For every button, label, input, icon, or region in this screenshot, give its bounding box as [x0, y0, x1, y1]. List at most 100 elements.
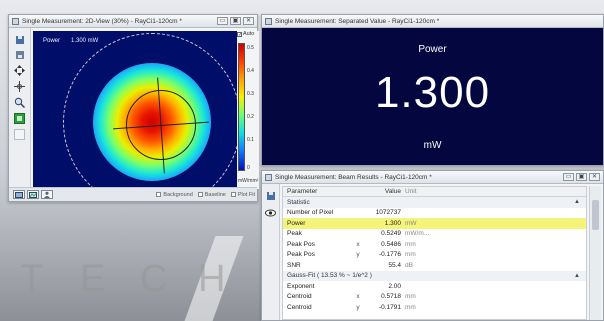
- baseline-checkbox[interactable]: Baseline: [197, 192, 226, 198]
- row-value: 1.300: [384, 219, 401, 227]
- table-row-highlighted[interactable]: Power 1.300 mW: [283, 218, 586, 229]
- save-as-icon[interactable]: [13, 48, 26, 61]
- row-unit: mm: [405, 293, 416, 301]
- row-param: Peak: [287, 230, 302, 238]
- collapse-icon[interactable]: ▲: [574, 272, 580, 279]
- eye-icon[interactable]: [264, 206, 277, 219]
- row-unit: mm: [405, 251, 416, 259]
- watermark-letter: T: [20, 258, 46, 300]
- column-header-value[interactable]: Value: [384, 188, 401, 195]
- titlebar[interactable]: Single Measurement: Beam Results - RayCi…: [262, 171, 603, 184]
- row-unit: dB: [405, 261, 413, 269]
- row-sub: y: [356, 303, 360, 311]
- maximize-button[interactable]: ▣: [576, 173, 587, 181]
- watermark-letter: E: [80, 258, 108, 300]
- close-button[interactable]: ✕: [589, 173, 600, 181]
- maximize-button[interactable]: ▣: [230, 17, 241, 25]
- window-beam-results: Single Measurement: Beam Results - RayCi…: [261, 170, 604, 321]
- table-row[interactable]: Peak 0.5249 mW/m...: [283, 229, 586, 240]
- table-row[interactable]: Centroid y -0.1791 mm: [283, 302, 586, 313]
- plot-value-power: 1.300 mW: [71, 38, 99, 44]
- table-row[interactable]: Peak Pos x 0.5486 mm: [283, 239, 586, 250]
- row-param: SNR: [287, 261, 301, 269]
- colorbar-tick: 0: [247, 165, 250, 171]
- results-toolbar: [262, 184, 280, 320]
- titlebar[interactable]: Single Measurement: Separated Value - Ra…: [262, 15, 603, 28]
- background-checkbox[interactable]: Background: [156, 191, 193, 198]
- row-sub: x: [356, 240, 360, 248]
- blank-tool-icon[interactable]: [13, 128, 26, 141]
- column-header-unit[interactable]: Unit: [405, 188, 417, 195]
- plot-label-power: Power: [43, 38, 61, 44]
- row-value: 1072737: [375, 209, 401, 217]
- window-title: Single Measurement: Separated Value - Ra…: [275, 17, 440, 25]
- colorbar-tick: 0.5: [247, 45, 254, 51]
- save-icon[interactable]: [13, 33, 26, 46]
- crosshair-icon[interactable]: [13, 80, 26, 93]
- row-value: -0.1791: [378, 303, 401, 311]
- row-value: 0.5718: [381, 293, 401, 301]
- minimize-button[interactable]: ▭: [217, 17, 228, 25]
- row-param: Power: [287, 219, 306, 227]
- colorbar-tick: 0.2: [247, 114, 254, 120]
- row-unit: mm: [405, 240, 416, 248]
- row-sub: y: [356, 251, 360, 259]
- beam-2d-plot[interactable]: Power 1.300 mW: [33, 31, 237, 189]
- column-header-parameter[interactable]: Parameter: [287, 188, 318, 195]
- table-row[interactable]: SNR 55.4 dB: [283, 260, 586, 271]
- section-label: Statistic: [287, 198, 310, 206]
- window-title: Single Measurement: Beam Results - RayCi…: [275, 173, 432, 181]
- section-row-statistic[interactable]: Statistic ▲: [283, 197, 586, 208]
- scrollbar-thumb[interactable]: [592, 200, 599, 230]
- minimize-button[interactable]: ▭: [563, 173, 574, 181]
- collapse-icon[interactable]: ▲: [574, 199, 580, 205]
- table-row[interactable]: Centroid x 0.5718 mm: [283, 292, 586, 303]
- image-icon[interactable]: [27, 190, 39, 199]
- watermark-letter: H: [198, 258, 228, 300]
- auto-checkbox-mark: ✓: [237, 31, 243, 38]
- plot-fit-checkbox[interactable]: Plot Fit: [230, 191, 255, 198]
- window-icon: [12, 17, 19, 25]
- window-separated-value: Single Measurement: Separated Value - Ra…: [261, 14, 604, 166]
- row-param: Centroid: [287, 293, 312, 301]
- colorbar-tick: 0.4: [247, 68, 254, 74]
- row-param: Exponent: [287, 282, 315, 290]
- table-row[interactable]: Exponent 2.00: [283, 281, 586, 292]
- user-icon[interactable]: [41, 190, 53, 199]
- window-icon: [265, 173, 272, 181]
- window-icon: [265, 17, 272, 25]
- row-param: Centroid: [287, 303, 312, 311]
- fit-icon[interactable]: [13, 112, 26, 125]
- row-unit: mW/m...: [405, 230, 430, 238]
- plot-fit-label: Plot Fit: [237, 191, 255, 198]
- zoom-icon[interactable]: [13, 96, 26, 109]
- background-label: Background: [163, 191, 193, 198]
- table-row[interactable]: Number of Pixel 1072737: [283, 208, 586, 219]
- row-value: 0.5249: [381, 230, 401, 238]
- auto-checkbox[interactable]: ✓ Auto: [237, 31, 254, 37]
- move-icon[interactable]: [13, 64, 26, 77]
- save-icon[interactable]: [264, 189, 277, 202]
- table-row[interactable]: Peak Pos y -0.1776 mm: [283, 250, 586, 261]
- section-row-gauss-fit[interactable]: Gauss-Fit ( 13.53 % ~ 1/e^2 ) ▲: [283, 270, 586, 281]
- results-table[interactable]: Parameter Value Unit Statistic ▲ Number …: [282, 186, 587, 320]
- aperture-circle: [63, 33, 237, 189]
- separated-value-display: Power 1.300 mW: [262, 28, 603, 165]
- titlebar[interactable]: Single Measurement: 2D-View (30%) - RayC…: [9, 15, 257, 28]
- value-label: Power: [418, 44, 447, 55]
- colorbar-panel: ✓ Auto 0.5 0.4 0.3 0.2 0.1 0 mW/mm²: [237, 31, 259, 189]
- colorbar-tick: 0.3: [247, 91, 254, 97]
- vertical-scrollbar[interactable]: [589, 186, 601, 320]
- window-2d-view: Single Measurement: 2D-View (30%) - RayC…: [8, 14, 259, 202]
- colorbar-tick: 0.1: [247, 137, 254, 143]
- row-sub: x: [356, 293, 360, 301]
- view-2d-button[interactable]: [13, 190, 25, 199]
- row-param: Peak Pos: [287, 240, 315, 248]
- row-unit: mm: [405, 303, 416, 311]
- row-value: 55.4: [388, 261, 401, 269]
- vertical-toolbar: [9, 28, 31, 187]
- close-button[interactable]: ✕: [243, 17, 254, 25]
- view-bottom-bar: Background Baseline Plot Fit: [9, 187, 257, 201]
- window-title: Single Measurement: 2D-View (30%) - RayC…: [22, 17, 182, 25]
- value-unit: mW: [423, 140, 442, 151]
